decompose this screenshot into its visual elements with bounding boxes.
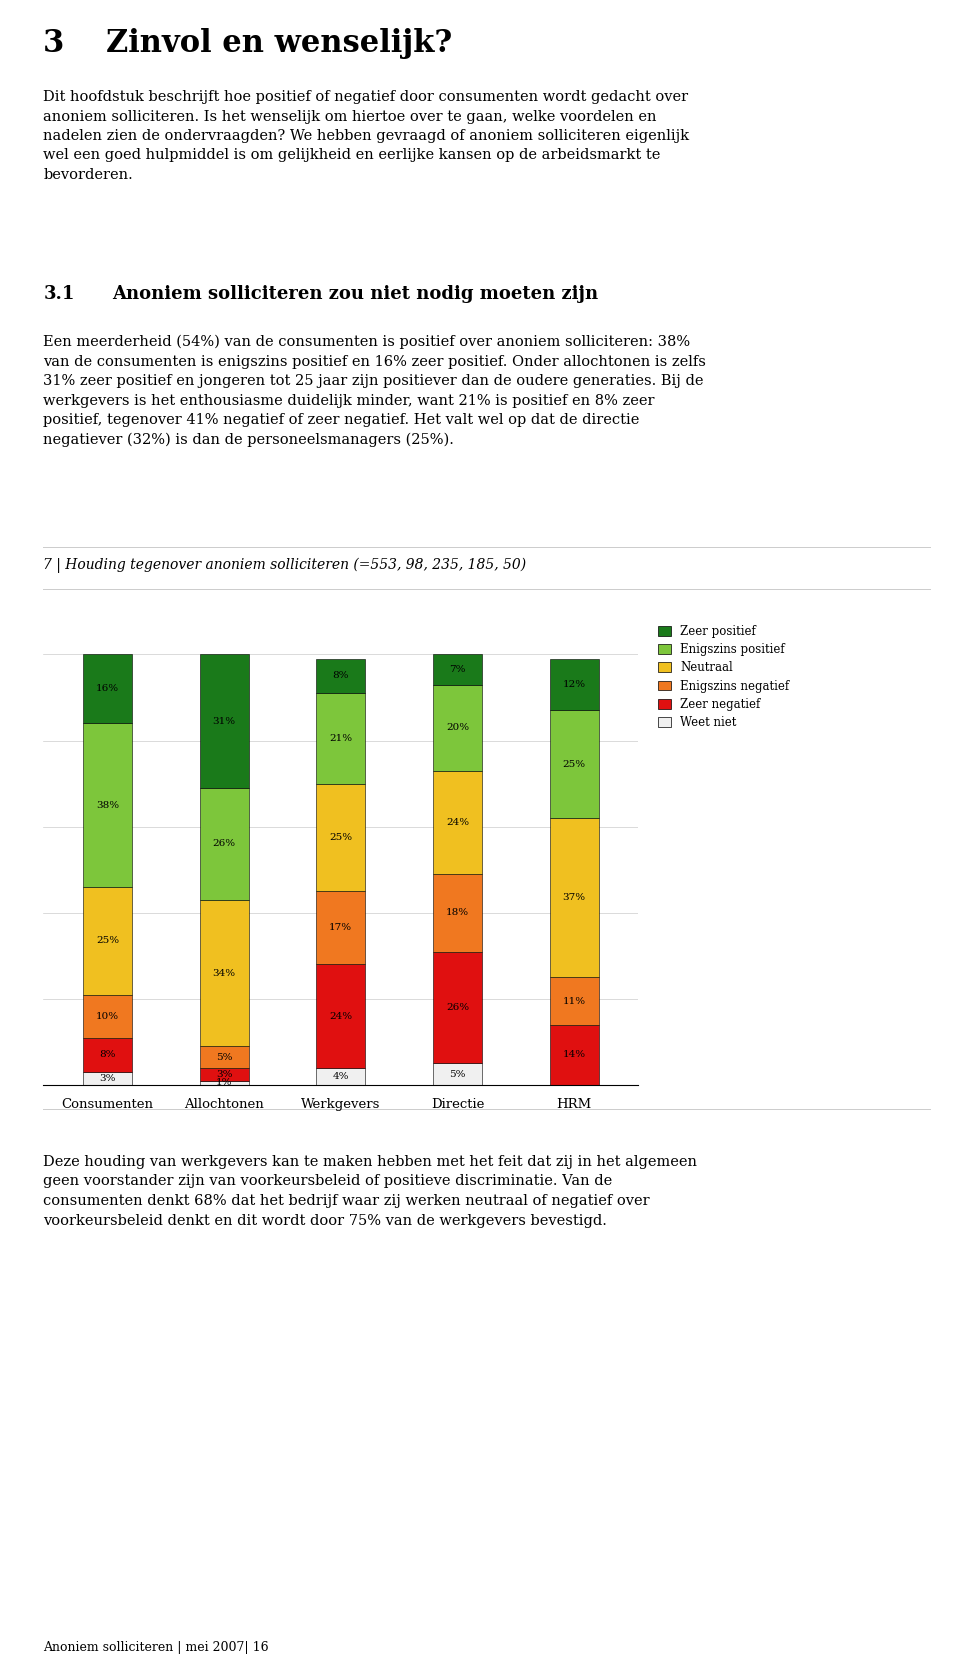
Bar — [200, 1047, 249, 1068]
Bar — [316, 659, 366, 694]
Bar — [83, 1038, 132, 1072]
Text: 25%: 25% — [329, 833, 352, 843]
Bar — [433, 771, 482, 874]
Text: Dit hoofdstuk beschrijft hoe positief of negatief door consumenten wordt gedacht: Dit hoofdstuk beschrijft hoe positief of… — [43, 90, 689, 182]
Bar — [316, 784, 366, 891]
Bar — [316, 891, 366, 965]
Text: 8%: 8% — [332, 672, 349, 681]
Bar — [316, 694, 366, 784]
Bar — [83, 995, 132, 1038]
Text: Zinvol en wenselijk?: Zinvol en wenselijk? — [106, 28, 452, 59]
Text: Deze houding van werkgevers kan te maken hebben met het feit dat zij in het alge: Deze houding van werkgevers kan te maken… — [43, 1155, 697, 1227]
Text: 24%: 24% — [446, 818, 469, 828]
Text: 20%: 20% — [446, 722, 469, 732]
Text: 3%: 3% — [99, 1073, 115, 1083]
Bar — [200, 654, 249, 788]
Bar — [433, 874, 482, 951]
Text: 12%: 12% — [563, 681, 586, 689]
Text: 11%: 11% — [563, 997, 586, 1005]
Text: 25%: 25% — [563, 759, 586, 769]
Text: 31%: 31% — [212, 717, 235, 726]
Bar — [83, 654, 132, 724]
Text: 8%: 8% — [99, 1050, 115, 1060]
Bar — [550, 978, 599, 1025]
Bar — [200, 788, 249, 900]
Text: 7%: 7% — [449, 665, 466, 674]
Text: 3: 3 — [43, 28, 64, 59]
Text: Anoniem solliciteren zou niet nodig moeten zijn: Anoniem solliciteren zou niet nodig moet… — [112, 284, 598, 303]
Bar — [200, 1080, 249, 1085]
Bar — [550, 711, 599, 818]
Bar — [550, 659, 599, 711]
Text: 10%: 10% — [96, 1012, 119, 1020]
Text: 24%: 24% — [329, 1012, 352, 1020]
Text: 5%: 5% — [216, 1052, 232, 1062]
Bar — [83, 724, 132, 886]
Bar — [83, 886, 132, 995]
Text: 26%: 26% — [446, 1003, 469, 1012]
Bar — [83, 1072, 132, 1085]
Text: 3.1: 3.1 — [43, 284, 75, 303]
Bar — [433, 654, 482, 684]
Bar — [316, 965, 366, 1068]
Text: 14%: 14% — [563, 1050, 586, 1060]
Text: Anoniem solliciteren | mei 2007| 16: Anoniem solliciteren | mei 2007| 16 — [43, 1640, 269, 1654]
Legend: Zeer positief, Enigszins positief, Neutraal, Enigszins negatief, Zeer negatief, : Zeer positief, Enigszins positief, Neutr… — [653, 620, 794, 734]
Text: 3%: 3% — [216, 1070, 232, 1078]
Bar — [200, 900, 249, 1047]
Text: 38%: 38% — [96, 801, 119, 809]
Text: Een meerderheid (54%) van de consumenten is positief over anoniem solliciteren: : Een meerderheid (54%) van de consumenten… — [43, 334, 706, 448]
Bar — [550, 1025, 599, 1085]
Text: 1%: 1% — [216, 1078, 232, 1087]
Text: 37%: 37% — [563, 893, 586, 903]
Text: 5%: 5% — [449, 1070, 466, 1078]
Text: 25%: 25% — [96, 936, 119, 945]
Text: 7 | Houding tegenover anoniem solliciteren (=553, 98, 235, 185, 50): 7 | Houding tegenover anoniem solliciter… — [43, 558, 526, 573]
Bar — [316, 1068, 366, 1085]
Bar — [200, 1068, 249, 1080]
Text: 34%: 34% — [212, 968, 235, 978]
Text: 21%: 21% — [329, 734, 352, 742]
Bar — [433, 684, 482, 771]
Text: 17%: 17% — [329, 923, 352, 933]
Text: 16%: 16% — [96, 684, 119, 694]
Bar — [433, 1063, 482, 1085]
Text: 4%: 4% — [332, 1072, 349, 1080]
Bar — [433, 951, 482, 1063]
Text: 26%: 26% — [212, 839, 235, 848]
Bar — [550, 818, 599, 978]
Text: 18%: 18% — [446, 908, 469, 918]
